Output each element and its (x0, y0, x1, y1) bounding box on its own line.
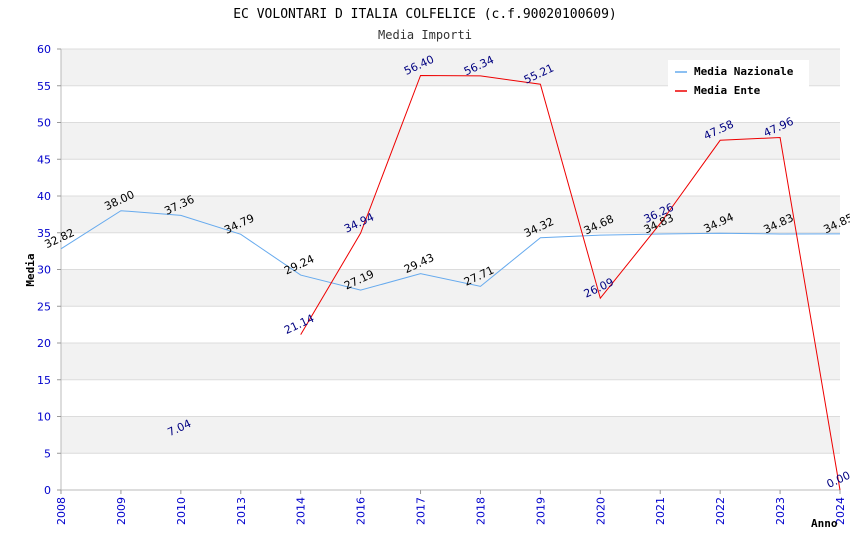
legend-label-media-ente: Media Ente (694, 84, 761, 97)
x-tick-label: 2014 (295, 497, 308, 525)
x-tick-label: 2017 (415, 497, 428, 525)
gridlines (61, 48, 840, 454)
chart-subtitle: Media Importi (378, 28, 472, 42)
series-lines (60, 74, 841, 491)
y-tick-label: 10 (37, 411, 51, 424)
x-tick-label: 2020 (594, 497, 607, 525)
series-line-media-nazionale (60, 210, 841, 291)
x-tick-label: 2013 (235, 497, 248, 525)
y-tick-label: 50 (37, 117, 51, 130)
y-tick-label: 35 (37, 227, 51, 240)
x-tick-label: 2019 (534, 497, 547, 525)
y-tick-label: 0 (44, 484, 51, 497)
x-tick-label: 2024 (834, 497, 847, 525)
y-ticks: 0 5 10 15 20 25 30 35 40 45 50 55 60 (37, 43, 61, 497)
y-tick-label: 40 (37, 190, 51, 203)
x-tick-label: 2010 (175, 497, 188, 525)
legend: Media Nazionale Media Ente (668, 60, 809, 102)
plot-band (61, 196, 840, 233)
x-axis-label: Anno (811, 517, 838, 530)
plot-band (61, 269, 840, 307)
x-tick-label: 2022 (714, 497, 727, 525)
y-axis-label: Media (24, 253, 37, 286)
plot-bands (61, 49, 840, 454)
y-tick-label: 45 (37, 153, 51, 166)
legend-box (668, 60, 809, 102)
legend-label-media-nazionale: Media Nazionale (694, 65, 794, 78)
y-tick-label: 25 (37, 300, 51, 313)
chart-title: EC VOLONTARI D ITALIA COLFELICE (c.f.900… (233, 7, 617, 22)
x-tick-label: 2009 (115, 497, 128, 525)
x-tick-label: 2016 (355, 497, 368, 525)
x-tick-label: 2021 (654, 497, 667, 525)
series-line-media-ente (300, 74, 841, 491)
plot-band (61, 416, 840, 454)
y-tick-label: 5 (44, 447, 51, 460)
y-tick-label: 30 (37, 264, 51, 277)
x-tick-label: 2008 (55, 497, 68, 525)
plot-band (61, 122, 840, 160)
x-tick-label: 2018 (474, 497, 487, 525)
x-ticks: 2008 2009 2010 2013 2014 2016 2017 2018 2019 2020… (55, 490, 847, 525)
y-tick-label: 55 (37, 80, 51, 93)
y-tick-label: 60 (37, 43, 51, 56)
plot-band (61, 343, 840, 380)
x-tick-label: 2023 (774, 497, 787, 525)
data-label-media-ente: 21.14 (282, 312, 316, 337)
y-tick-label: 20 (37, 337, 51, 350)
y-tick-label: 15 (37, 374, 51, 387)
